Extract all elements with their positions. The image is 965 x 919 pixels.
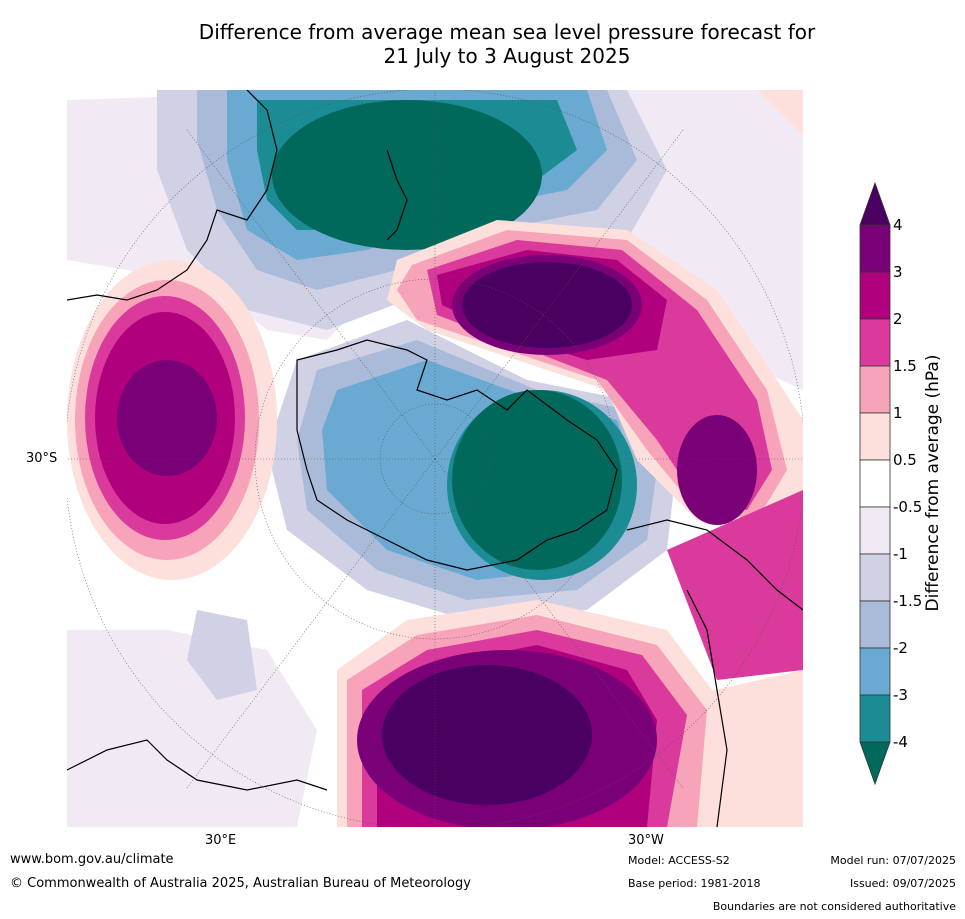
- colorbar-swatch: [859, 318, 891, 367]
- colorbar-swatch: [859, 459, 891, 508]
- colorbar-tick-label: -3: [893, 686, 908, 704]
- longitude-label-30w: 30°W: [628, 833, 664, 848]
- colorbar-swatch: [859, 647, 891, 696]
- colorbar-swatch: [859, 271, 891, 320]
- latitude-label-30s: 30°S: [26, 451, 58, 466]
- colorbar-tick-label: -1: [893, 545, 908, 563]
- colorbar-tick-label: -1.5: [893, 592, 923, 610]
- negative-anomaly-antarctica: [267, 320, 677, 620]
- graticule: [67, 90, 803, 827]
- colorbar-swatch: [859, 224, 891, 273]
- positive-anomaly-south: [337, 490, 803, 827]
- colorbar-tick-label: 1: [893, 404, 903, 422]
- colorbar-tick-label: -2: [893, 639, 908, 657]
- colorbar-tick-label: 4: [893, 216, 903, 234]
- colorbar-swatch: [859, 412, 891, 461]
- chart-title: Difference from average mean sea level p…: [198, 20, 816, 68]
- colorbar-tick-label: -0.5: [893, 498, 923, 516]
- colorbar-tick-label: 0.5: [893, 451, 917, 469]
- longitude-label-30e: 30°E: [205, 833, 237, 848]
- colorbar-tick-label: 1.5: [893, 357, 917, 375]
- colorbar-tick-label: 3: [893, 263, 903, 281]
- negative-anomaly-northwest: [157, 90, 667, 330]
- model-name: Model: ACCESS-S2: [628, 854, 730, 867]
- base-period: Base period: 1981-2018: [628, 877, 761, 890]
- colorbar-swatch: [859, 600, 891, 649]
- boundaries-disclaimer: Boundaries are not considered authoritat…: [712, 900, 956, 913]
- issued-date: Issued: 09/07/2025: [849, 877, 956, 890]
- colorbar-title: Difference from average (hPa): [923, 354, 943, 612]
- positive-anomaly-west: [67, 260, 277, 580]
- copyright-notice: © Commonwealth of Australia 2025, Austra…: [10, 876, 471, 891]
- pressure-anomaly-map: [67, 90, 803, 827]
- website-url: www.bom.gov.au/climate: [10, 852, 174, 867]
- colorbar-cap-top: [859, 181, 891, 226]
- positive-anomaly-central: [387, 220, 803, 530]
- colorbar-swatches: [859, 181, 891, 786]
- colorbar: [859, 181, 891, 786]
- colorbar-swatch: [859, 506, 891, 555]
- colorbar-tick-label: -4: [893, 733, 908, 751]
- colorbar-tick-label: 2: [893, 310, 903, 328]
- colorbar-swatch: [859, 694, 891, 743]
- coastlines: [67, 90, 803, 827]
- model-run-date: Model run: 07/07/2025: [830, 854, 956, 867]
- colorbar-cap-bottom: [859, 741, 891, 786]
- colorbar-swatch: [859, 553, 891, 602]
- colorbar-swatch: [859, 365, 891, 414]
